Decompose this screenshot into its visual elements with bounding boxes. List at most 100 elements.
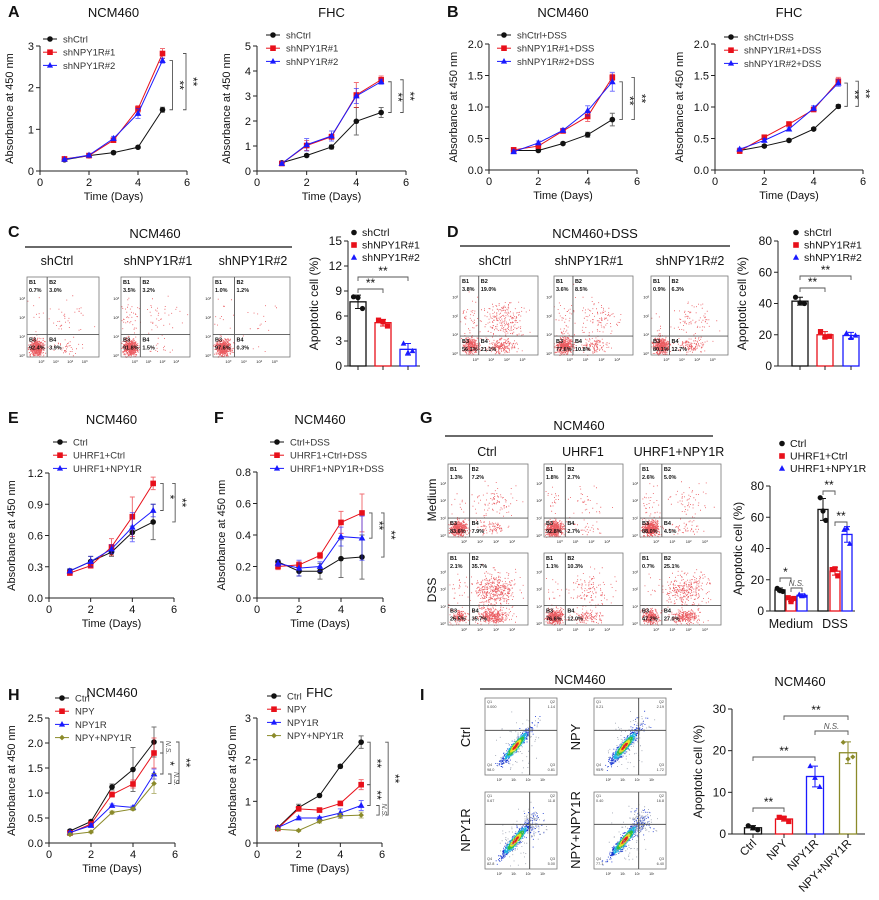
circle-marker — [328, 144, 335, 150]
x-axis-label: Time (Days) — [84, 191, 143, 203]
event-density-dots — [504, 826, 527, 854]
significance-bracket — [752, 807, 785, 812]
axis-tick-label: 10² — [452, 313, 458, 318]
quadrant-name: B3 — [123, 338, 130, 344]
y-axis-label: Apoptotic cell (%) — [691, 725, 705, 818]
event-density-dots — [613, 826, 637, 854]
quadrant-name: B2 — [49, 280, 56, 286]
y-tick-label: 0.6 — [28, 531, 43, 543]
circle-marker — [159, 106, 166, 113]
axis-tick-label: 10⁰ — [19, 353, 25, 358]
x-tick-label: 4 — [811, 176, 817, 188]
flow-cytometry-plot: 10⁰ 10⁰ 10¹ 10¹ 10² 10² 10³ 10³ B1 2.1% B2 35.7% B3 2… — [440, 552, 529, 632]
significance-label: ** — [175, 498, 189, 508]
y-tick-label: 3 — [28, 41, 34, 53]
flow-cytometry-plot: 10⁰ 10⁰ 10¹ 10¹ 10² 10² 10³ 10³ B1 1.1% B2 10.3% B3 7… — [536, 552, 624, 632]
triangle-marker — [841, 526, 848, 532]
circle-marker — [501, 32, 507, 38]
y-tick-label: 1.5 — [468, 71, 483, 83]
quadrant-name: Q3 — [659, 857, 664, 861]
diamond-marker — [845, 756, 851, 762]
quadrant-percentage: 25.1% — [664, 564, 680, 570]
significance-bracket — [388, 81, 392, 113]
chart-title: NCM460 — [86, 685, 137, 700]
y-tick-label: 0.9 — [28, 499, 43, 511]
diamond-marker — [109, 809, 115, 816]
event-dots — [448, 480, 524, 538]
x-tick-label: 2 — [88, 604, 94, 616]
square-marker — [358, 781, 364, 788]
event-density-dots — [504, 732, 528, 760]
triangle-marker — [58, 721, 66, 727]
quadrant-name: B3 — [450, 609, 457, 615]
circle-marker — [150, 519, 156, 525]
square-marker — [728, 47, 734, 53]
bar-UHRF1+NPY1R — [841, 533, 853, 612]
quadrant-name: Q1 — [487, 700, 492, 704]
quadrant-name: Q1 — [487, 794, 492, 798]
triangle-marker — [295, 814, 302, 821]
significance-bracket — [381, 512, 385, 558]
row-label: NPY+NPY1R — [568, 791, 583, 869]
significance-bracket — [385, 741, 389, 816]
circle-marker — [303, 152, 310, 159]
y-axis-label: Apoptotic cell (%) — [731, 502, 745, 595]
quadrant-name: Q1 — [596, 794, 601, 798]
quadrant-name: Q4 — [596, 857, 601, 861]
flow-cytometry-plot: 10⁰ 10⁰ 10¹ 10¹ 10² 10² 10³ 10³ B1 1.0% B2 1.2% B3 97… — [205, 276, 291, 364]
series-line — [64, 60, 163, 160]
quadrant-percentage: 35.7% — [472, 564, 488, 570]
quadrant-name: B1 — [653, 279, 660, 285]
axis-tick-label: 10² — [67, 359, 73, 364]
axis-tick-label: 10² — [113, 315, 119, 320]
y-tick-label: 40 — [759, 297, 773, 311]
axis-tick-label: 10¹ — [53, 359, 59, 364]
legend-label: shNPY1R#2 — [286, 57, 338, 68]
square-marker — [150, 480, 156, 487]
bar-shNPY1R#2 — [842, 334, 860, 367]
circle-marker — [817, 495, 823, 501]
y-tick-label: 0 — [245, 166, 251, 178]
column-label: shNPY1R#2 — [656, 254, 725, 268]
axis-tick-label: 10² — [643, 313, 649, 318]
significance-label: ** — [811, 703, 821, 717]
axis-tick-label: 10² — [256, 359, 262, 364]
quadrant-name: B3 — [642, 609, 649, 615]
quadrant-percentage: 21.1% — [481, 347, 497, 353]
triangle-marker — [405, 349, 411, 355]
axis-tick-label: 10³ — [540, 778, 546, 782]
series-shCtrl — [61, 106, 166, 163]
triangle-marker — [269, 58, 277, 64]
x-tick-label: 6 — [184, 177, 190, 189]
axis-tick-label: 10³ — [113, 296, 119, 301]
x-tick-label: 6 — [403, 177, 409, 189]
triangle-marker — [328, 132, 335, 139]
axis-tick-label: 10¹ — [536, 516, 542, 521]
square-marker — [781, 815, 787, 821]
axis-tick-label: 10³ — [82, 359, 88, 364]
x-tick-label: 6 — [380, 604, 386, 616]
series-UHRF1+NPY1R — [66, 503, 157, 574]
diamond-marker — [88, 829, 94, 835]
significance-label: ** — [634, 94, 648, 104]
axis-tick-label: 10² — [635, 778, 641, 782]
quadrant-name: B1 — [556, 279, 563, 285]
triangle-marker — [846, 540, 853, 546]
y-tick-label: 20 — [751, 573, 765, 587]
circle-marker — [355, 295, 361, 301]
panel-letter: D — [447, 224, 459, 241]
plot-frame — [593, 697, 667, 776]
y-tick-label: 1.2 — [28, 468, 43, 480]
series-NPY+NPY1R — [275, 811, 364, 834]
y-tick-label: 0.5 — [28, 813, 43, 825]
quadrant-percentage: 77.1 — [596, 862, 603, 866]
axis-tick-label: 10³ — [205, 296, 211, 301]
quadrant-name: Q2 — [659, 794, 664, 798]
quadrant-percentage: 7.2% — [472, 475, 485, 481]
significance-bracket — [822, 490, 836, 495]
series-NPY+NPY1R — [67, 773, 157, 838]
square-marker — [791, 595, 797, 602]
quadrant-name: B4 — [575, 339, 583, 345]
